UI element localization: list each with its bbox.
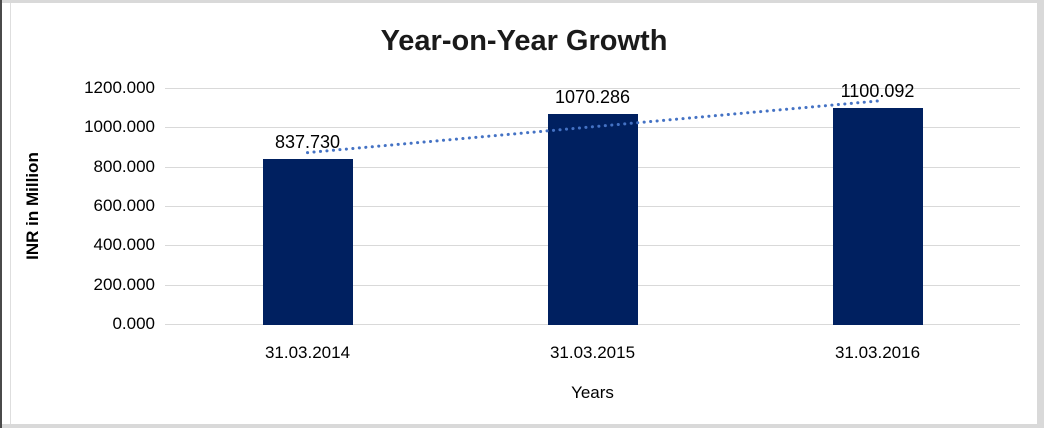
x-tick-label: 31.03.2016 bbox=[834, 343, 921, 362]
x-tick-label: 31.03.2015 bbox=[549, 343, 636, 362]
page-edge-right bbox=[1037, 0, 1044, 428]
document-border-left bbox=[0, 0, 2, 428]
bar-data-label: 837.730 bbox=[274, 132, 341, 153]
gridline bbox=[165, 88, 1020, 89]
y-tick-label: 600.000 bbox=[93, 196, 155, 215]
bar bbox=[832, 107, 923, 325]
y-tick-label: 200.000 bbox=[93, 274, 155, 294]
y-tick-label: 800.000 bbox=[93, 156, 155, 176]
y-tick-label: 0.000 bbox=[112, 314, 155, 333]
bar-data-label: 1100.092 bbox=[840, 80, 915, 101]
bar bbox=[262, 159, 353, 325]
chart-title: Year-on-Year Growth bbox=[380, 25, 668, 57]
x-axis-title: Years bbox=[571, 383, 614, 402]
y-tick-label: 400.000 bbox=[93, 235, 155, 255]
page-edge-top bbox=[0, 0, 1044, 3]
y-tick-label: 1000.000 bbox=[84, 117, 155, 137]
y-axis-title: INR in Million bbox=[23, 152, 42, 260]
chart-object-border bbox=[10, 3, 11, 424]
page-edge-bottom bbox=[0, 424, 1044, 428]
bar-data-label: 1070.286 bbox=[554, 86, 631, 107]
x-tick-label: 31.03.2014 bbox=[264, 343, 351, 362]
bar bbox=[547, 113, 638, 325]
y-tick-label: 1200.000 bbox=[84, 78, 155, 97]
